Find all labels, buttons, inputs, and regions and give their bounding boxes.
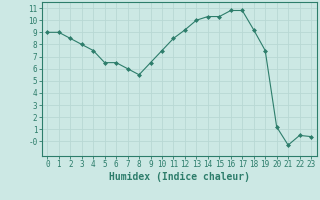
X-axis label: Humidex (Indice chaleur): Humidex (Indice chaleur)	[109, 172, 250, 182]
